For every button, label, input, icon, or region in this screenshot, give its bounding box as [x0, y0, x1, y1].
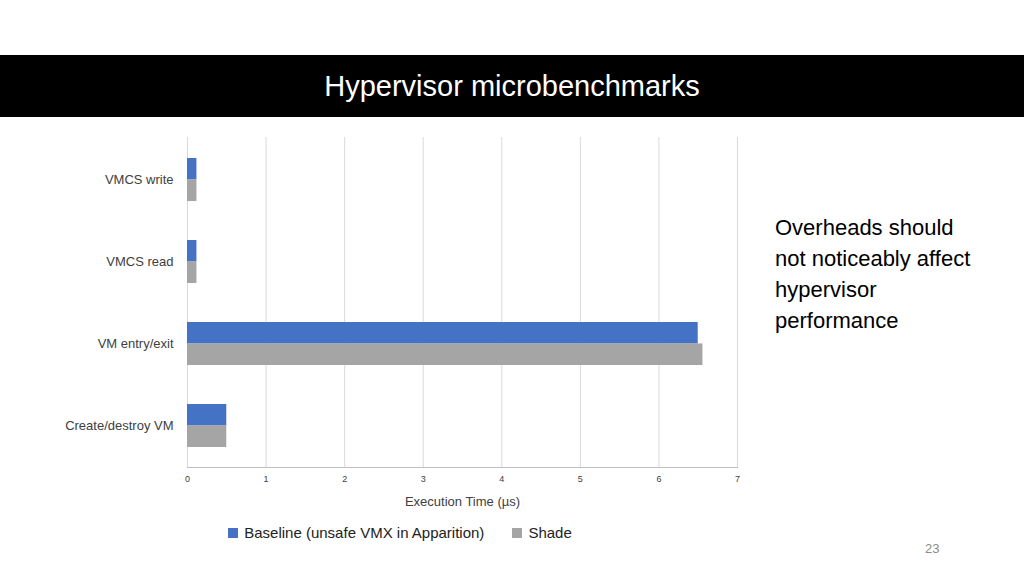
svg-text:0: 0 [185, 474, 190, 484]
html-text:Baseline (unsafe VMX in Appari: Baseline (unsafe VMX in Apparition) [244, 524, 485, 541]
svg-text:VM entry/exit: VM entry/exit [98, 336, 174, 351]
svg-text:VMCS read: VMCS read [106, 254, 173, 269]
svg-text:6: 6 [656, 474, 661, 484]
html-text:Shade: Shade [528, 524, 572, 541]
html-text:Hypervisor microbenchmarks: Hypervisor microbenchmarks [324, 69, 700, 102]
svg-text:VMCS write: VMCS write [105, 172, 174, 187]
svg-text:4: 4 [499, 474, 504, 484]
html-text:23: 23 [925, 541, 940, 556]
svg-text:Create/destroy VM: Create/destroy VM [65, 418, 173, 433]
svg-text:3: 3 [421, 474, 426, 484]
svg-text:1: 1 [264, 474, 269, 484]
svg-text:5: 5 [578, 474, 583, 484]
svg-text:7: 7 [735, 474, 740, 484]
svg-text:Execution Time (µs): Execution Time (µs) [405, 494, 520, 509]
svg-text:2: 2 [342, 474, 347, 484]
html-text:Overheads should not noticeabl: Overheads should not noticeably affect h… [775, 215, 971, 333]
